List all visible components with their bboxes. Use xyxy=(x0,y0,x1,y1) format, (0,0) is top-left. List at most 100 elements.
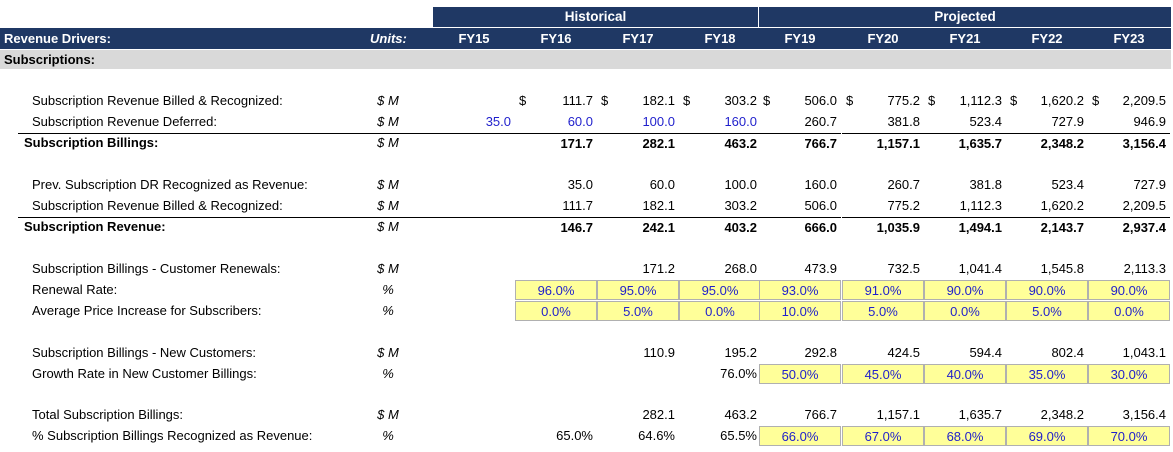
value-cell[interactable]: 60.0 xyxy=(515,112,597,132)
value-cell[interactable]: 2,937.4 xyxy=(1088,217,1170,237)
value-cell[interactable]: 473.9 xyxy=(759,259,841,279)
value-cell[interactable]: 766.7 xyxy=(759,133,841,153)
input-cell[interactable]: 90.0% xyxy=(924,280,1006,300)
input-cell[interactable]: 30.0% xyxy=(1088,364,1170,384)
value-cell[interactable]: 523.4 xyxy=(1006,175,1088,195)
value-cell[interactable]: 171.7 xyxy=(515,133,597,153)
value-cell[interactable]: 2,348.2 xyxy=(1006,405,1088,425)
input-cell[interactable]: 93.0% xyxy=(759,280,841,300)
value-cell[interactable] xyxy=(433,259,515,279)
value-cell[interactable]: 1,635.7 xyxy=(924,133,1006,153)
value-cell[interactable]: 594.4 xyxy=(924,343,1006,363)
value-cell[interactable]: 260.7 xyxy=(759,112,841,132)
value-cell[interactable]: 35.0 xyxy=(433,112,515,132)
value-cell[interactable] xyxy=(433,175,515,195)
value-cell[interactable]: 282.1 xyxy=(597,133,679,153)
value-cell[interactable]: 64.6% xyxy=(597,426,679,446)
input-cell[interactable]: 90.0% xyxy=(1006,280,1088,300)
value-cell[interactable]: $303.2 xyxy=(679,91,761,111)
value-cell[interactable]: 303.2 xyxy=(679,196,761,216)
value-cell[interactable]: 424.5 xyxy=(842,343,924,363)
value-cell[interactable]: 100.0 xyxy=(679,175,761,195)
value-cell[interactable]: $111.7 xyxy=(515,91,597,111)
value-cell[interactable]: 100.0 xyxy=(597,112,679,132)
input-cell[interactable]: 90.0% xyxy=(1088,280,1170,300)
value-cell[interactable]: 1,635.7 xyxy=(924,405,1006,425)
value-cell[interactable] xyxy=(433,217,515,237)
value-cell[interactable]: 506.0 xyxy=(759,196,841,216)
input-cell[interactable]: 5.0% xyxy=(842,301,924,321)
value-cell[interactable]: 292.8 xyxy=(759,343,841,363)
value-cell[interactable]: 160.0 xyxy=(679,112,761,132)
value-cell[interactable]: 1,112.3 xyxy=(924,196,1006,216)
input-cell[interactable]: 66.0% xyxy=(759,426,841,446)
value-cell[interactable]: 1,157.1 xyxy=(842,405,924,425)
value-cell[interactable]: $1,620.2 xyxy=(1006,91,1088,111)
value-cell[interactable]: 182.1 xyxy=(597,196,679,216)
value-cell[interactable]: 3,156.4 xyxy=(1088,133,1170,153)
input-cell[interactable]: 35.0% xyxy=(1006,364,1088,384)
value-cell[interactable]: 60.0 xyxy=(597,175,679,195)
value-cell[interactable]: 2,209.5 xyxy=(1088,196,1170,216)
value-cell[interactable]: 2,348.2 xyxy=(1006,133,1088,153)
value-cell[interactable]: 260.7 xyxy=(842,175,924,195)
value-cell[interactable] xyxy=(433,280,515,300)
value-cell[interactable]: 195.2 xyxy=(679,343,761,363)
value-cell[interactable]: 802.4 xyxy=(1006,343,1088,363)
value-cell[interactable]: $775.2 xyxy=(842,91,924,111)
value-cell[interactable]: 160.0 xyxy=(759,175,841,195)
value-cell[interactable]: 523.4 xyxy=(924,112,1006,132)
input-cell[interactable]: 0.0% xyxy=(679,301,761,321)
value-cell[interactable]: $506.0 xyxy=(759,91,841,111)
value-cell[interactable]: 35.0 xyxy=(515,175,597,195)
input-cell[interactable]: 95.0% xyxy=(679,280,761,300)
input-cell[interactable]: 0.0% xyxy=(515,301,597,321)
value-cell[interactable]: 766.7 xyxy=(759,405,841,425)
value-cell[interactable] xyxy=(433,405,515,425)
value-cell[interactable]: 268.0 xyxy=(679,259,761,279)
input-cell[interactable]: 67.0% xyxy=(842,426,924,446)
value-cell[interactable]: $1,112.3 xyxy=(924,91,1006,111)
input-cell[interactable]: 69.0% xyxy=(1006,426,1088,446)
input-cell[interactable]: 5.0% xyxy=(597,301,679,321)
input-cell[interactable]: 91.0% xyxy=(842,280,924,300)
value-cell[interactable]: 666.0 xyxy=(759,217,841,237)
value-cell[interactable]: 775.2 xyxy=(842,196,924,216)
value-cell[interactable]: 1,494.1 xyxy=(924,217,1006,237)
value-cell[interactable]: $182.1 xyxy=(597,91,679,111)
value-cell[interactable]: 1,545.8 xyxy=(1006,259,1088,279)
value-cell[interactable]: 732.5 xyxy=(842,259,924,279)
value-cell[interactable]: 727.9 xyxy=(1088,175,1170,195)
input-cell[interactable]: 50.0% xyxy=(759,364,841,384)
value-cell[interactable] xyxy=(515,405,597,425)
input-cell[interactable]: 40.0% xyxy=(924,364,1006,384)
value-cell[interactable] xyxy=(433,301,515,321)
input-cell[interactable]: 5.0% xyxy=(1006,301,1088,321)
value-cell[interactable]: 381.8 xyxy=(842,112,924,132)
value-cell[interactable]: 463.2 xyxy=(679,405,761,425)
value-cell[interactable]: 65.5% xyxy=(679,426,761,446)
value-cell[interactable]: 282.1 xyxy=(597,405,679,425)
input-cell[interactable]: 95.0% xyxy=(597,280,679,300)
value-cell[interactable]: 76.0% xyxy=(679,364,761,384)
input-cell[interactable]: 10.0% xyxy=(759,301,841,321)
value-cell[interactable]: 2,113.3 xyxy=(1088,259,1170,279)
value-cell[interactable] xyxy=(515,343,597,363)
value-cell[interactable]: 463.2 xyxy=(679,133,761,153)
value-cell[interactable]: 1,157.1 xyxy=(842,133,924,153)
value-cell[interactable]: 1,041.4 xyxy=(924,259,1006,279)
value-cell[interactable]: 111.7 xyxy=(515,196,597,216)
value-cell[interactable]: 2,143.7 xyxy=(1006,217,1088,237)
value-cell[interactable] xyxy=(597,364,679,384)
value-cell[interactable] xyxy=(515,364,597,384)
value-cell[interactable]: 1,620.2 xyxy=(1006,196,1088,216)
value-cell[interactable] xyxy=(433,364,515,384)
value-cell[interactable]: 146.7 xyxy=(515,217,597,237)
value-cell[interactable] xyxy=(515,259,597,279)
value-cell[interactable]: 1,043.1 xyxy=(1088,343,1170,363)
value-cell[interactable]: 381.8 xyxy=(924,175,1006,195)
value-cell[interactable]: 1,035.9 xyxy=(842,217,924,237)
input-cell[interactable]: 0.0% xyxy=(924,301,1006,321)
value-cell[interactable]: 403.2 xyxy=(679,217,761,237)
value-cell[interactable] xyxy=(433,426,515,446)
